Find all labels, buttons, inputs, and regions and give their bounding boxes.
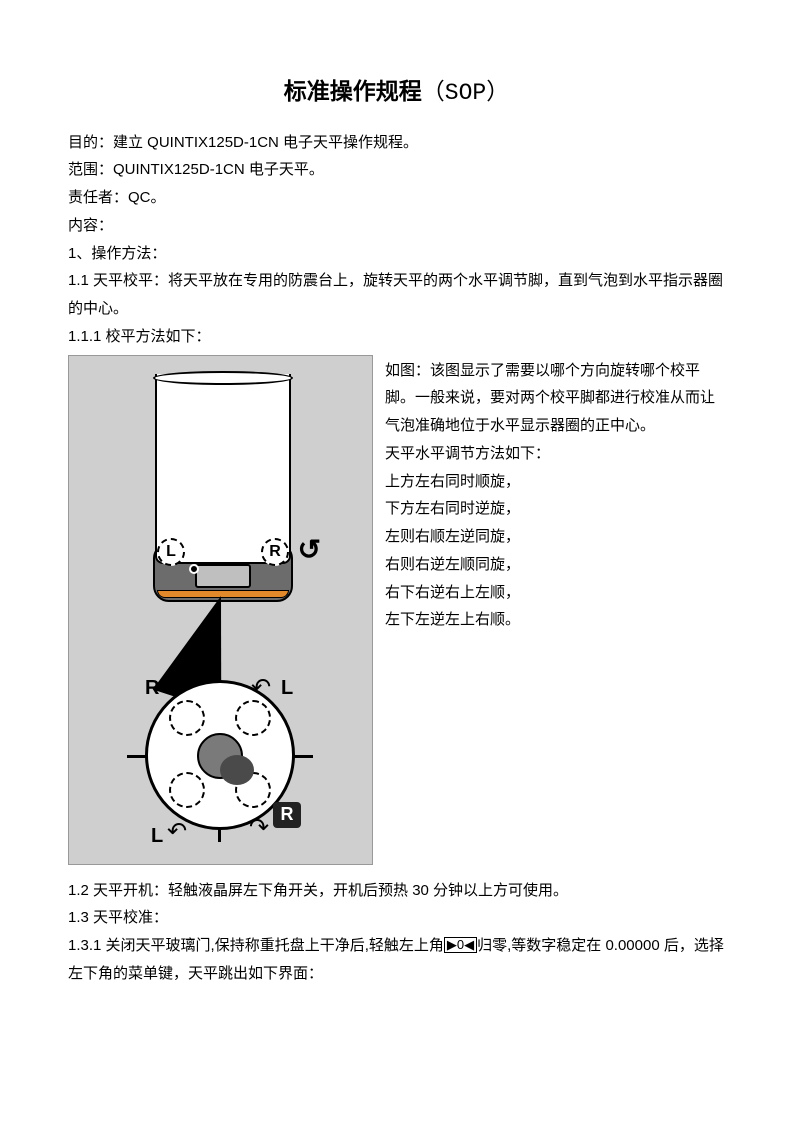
foot-pos-icon bbox=[169, 772, 205, 808]
caption-p1: 如图：该图显示了需要以哪个方向旋转哪个校平脚。一般来说，要对两个校平脚都进行校准… bbox=[385, 357, 725, 440]
curve-arrow-icon: ↷ bbox=[167, 666, 187, 710]
sensor-dot bbox=[189, 564, 199, 574]
rotate-arrow-icon: ↺ bbox=[298, 524, 321, 576]
figure-caption: 如图：该图显示了需要以哪个方向旋转哪个校平脚。一般来说，要对两个校平脚都进行校准… bbox=[385, 355, 725, 635]
device-cap bbox=[153, 371, 293, 385]
leveling-figure: L R ↺ R L L R ↷ ↶ ↶ ↷ bbox=[68, 355, 373, 865]
caption-p6: 右则右逆左顺同旋， bbox=[385, 551, 725, 579]
label-L: L bbox=[281, 670, 293, 707]
page-title: 标准操作规程（SOP） bbox=[68, 70, 725, 115]
left-foot-icon: L bbox=[157, 538, 185, 566]
section-1-3: 1.3 天平校准： bbox=[68, 904, 725, 932]
zero-key-icon: ▶0◀ bbox=[444, 937, 477, 953]
label-R-box: R bbox=[273, 802, 301, 828]
figure-and-caption-row: L R ↺ R L L R ↷ ↶ ↶ ↷ 如图：该图显示了需要以哪个方向旋转哪 bbox=[68, 355, 725, 865]
s131-a: 1.3.1 关闭天平玻璃门,保持称重托盘上干净后,轻触左上角 bbox=[68, 937, 444, 954]
label-R: R bbox=[145, 670, 159, 707]
device-illustration: L R ↺ bbox=[153, 374, 293, 610]
right-foot-icon: R bbox=[261, 538, 289, 566]
section-1: 1、操作方法： bbox=[68, 240, 725, 268]
caption-p8: 左下左逆左上右顺。 bbox=[385, 606, 725, 634]
section-1-3-1: 1.3.1 关闭天平玻璃门,保持称重托盘上干净后,轻触左上角▶0◀归零,等数字稳… bbox=[68, 932, 725, 988]
device-screen bbox=[195, 564, 251, 588]
responsible-line: 责任者：QC。 bbox=[68, 184, 725, 212]
label-L: L bbox=[151, 818, 163, 855]
title-main: 标准操作规程 bbox=[284, 78, 422, 104]
bubble-inner bbox=[220, 755, 254, 785]
level-indicator-illustration: R L L R ↷ ↶ ↶ ↷ bbox=[127, 672, 313, 844]
section-1-1: 1.1 天平校平：将天平放在专用的防震台上，旋转天平的两个水平调节脚，直到气泡到… bbox=[68, 267, 725, 323]
purpose-line: 目的：建立 QUINTIX125D-1CN 电子天平操作规程。 bbox=[68, 129, 725, 157]
caption-p4: 下方左右同时逆旋， bbox=[385, 495, 725, 523]
curve-arrow-icon: ↶ bbox=[251, 666, 271, 710]
caption-p2: 天平水平调节方法如下： bbox=[385, 440, 725, 468]
caption-p3: 上方左右同时顺旋， bbox=[385, 468, 725, 496]
section-1-2: 1.2 天平开机：轻触液晶屏左下角开关，开机后预热 30 分钟以上方可使用。 bbox=[68, 877, 725, 905]
caption-p7: 右下右逆右上左顺， bbox=[385, 579, 725, 607]
content-label: 内容： bbox=[68, 212, 725, 240]
curve-arrow-icon: ↷ bbox=[249, 806, 269, 850]
device-body bbox=[155, 374, 291, 564]
curve-arrow-icon: ↶ bbox=[167, 810, 187, 854]
caption-p5: 左则右顺左逆同旋， bbox=[385, 523, 725, 551]
title-sop: （SOP） bbox=[422, 80, 509, 106]
scope-line: 范围：QUINTIX125D-1CN 电子天平。 bbox=[68, 156, 725, 184]
section-1-1-1: 1.1.1 校平方法如下： bbox=[68, 323, 725, 351]
